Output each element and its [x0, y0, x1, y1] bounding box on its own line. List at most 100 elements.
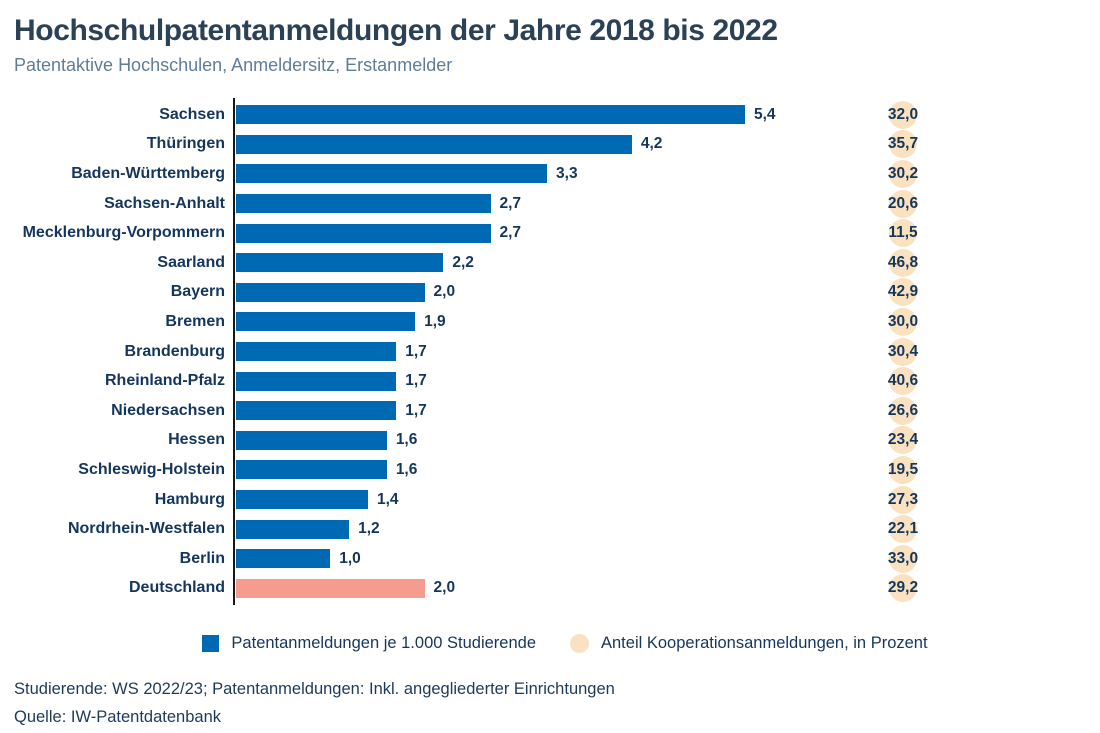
patent-bar	[236, 105, 745, 125]
chart-row: Mecklenburg-Vorpommern 2,7 11,5	[14, 218, 1086, 248]
legend-label-patents: Patentanmeldungen je 1.000 Studierende	[231, 633, 536, 652]
patent-bar	[236, 223, 491, 243]
coop-marker: 22,1	[887, 515, 919, 544]
coop-marker: 19,5	[887, 455, 919, 484]
coop-value: 42,9	[887, 283, 919, 301]
coop-value: 20,6	[887, 194, 919, 212]
patent-bar	[236, 430, 387, 450]
coop-value: 30,0	[887, 312, 919, 330]
row-label: Hamburg	[154, 490, 225, 508]
bar-chart: Sachsen 5,4 32,0 Thüringen 4,2 35,7 Bade…	[14, 98, 1086, 606]
coop-circle-icon	[889, 189, 917, 218]
patent-value: 1,2	[358, 520, 380, 538]
chart-row: Sachsen-Anhalt 2,7 20,6	[14, 189, 1086, 219]
patent-value: 1,6	[395, 431, 418, 449]
coop-value: 35,7	[887, 135, 919, 153]
footnote: Studierende: WS 2022/23; Patentanmeldung…	[14, 680, 615, 699]
coop-marker: 27,3	[887, 485, 919, 514]
peach-circle-icon	[570, 633, 589, 653]
coop-circle-icon	[889, 100, 917, 129]
coop-marker: 11,5	[888, 219, 918, 248]
row-label: Rheinland-Pfalz	[104, 372, 225, 390]
patent-value: 2,7	[499, 194, 522, 212]
row-label: Bremen	[165, 312, 225, 330]
chart-row: Thüringen 4,2 35,7	[14, 130, 1086, 160]
patent-bar	[236, 519, 350, 539]
patent-value: 1,7	[405, 372, 427, 390]
row-label: Schleswig-Holstein	[78, 460, 225, 478]
legend-item-patents: Patentanmeldungen je 1.000 Studierende	[202, 634, 536, 653]
coop-marker: 30,0	[887, 307, 919, 336]
chart-row: Niedersachsen 1,7 26,6	[14, 396, 1086, 426]
chart-row: Deutschland 2,0 29,2	[14, 574, 1086, 604]
coop-marker: 29,2	[887, 574, 919, 603]
row-label: Nordrhein-Westfalen	[67, 520, 225, 538]
patent-bar	[236, 134, 632, 154]
patent-bar	[236, 253, 444, 273]
coop-marker: 30,2	[888, 159, 918, 188]
chart-row: Bremen 1,9 30,0	[14, 307, 1086, 337]
page-subtitle: Patentaktive Hochschulen, Anmeldersitz, …	[14, 55, 453, 75]
coop-value: 33,0	[887, 549, 919, 567]
coop-value: 26,6	[887, 401, 919, 419]
coop-circle-icon	[889, 485, 917, 514]
patent-bar	[236, 578, 425, 598]
patent-value: 2,2	[452, 253, 474, 271]
row-label: Thüringen	[146, 135, 225, 153]
page-title: Hochschulpatentanmeldungen der Jahre 201…	[14, 14, 778, 47]
coop-marker: 30,4	[887, 337, 919, 366]
coop-circle-icon	[889, 307, 917, 336]
coop-value: 29,2	[887, 579, 919, 597]
coop-value: 23,4	[887, 431, 919, 449]
coop-marker: 23,4	[887, 426, 919, 455]
coop-circle-icon	[889, 426, 917, 455]
coop-marker: 46,8	[887, 248, 919, 277]
coop-circle-icon	[889, 515, 917, 544]
patent-value: 2,0	[433, 579, 456, 597]
patent-bar	[236, 460, 387, 480]
coop-marker: 40,6	[887, 367, 919, 396]
coop-value: 30,4	[887, 342, 919, 360]
legend-item-cooperation: Anteil Kooperationsanmeldungen, in Proze…	[570, 633, 928, 653]
chart-row: Sachsen 5,4 32,0	[14, 100, 1086, 130]
patent-bar	[236, 164, 548, 184]
coop-marker: 32,0	[888, 100, 918, 129]
coop-circle-icon	[889, 367, 917, 396]
coop-circle-icon	[889, 574, 917, 603]
coop-marker: 20,6	[887, 189, 919, 218]
coop-value: 19,5	[887, 460, 919, 478]
chart-row: Nordrhein-Westfalen 1,2 22,1	[14, 514, 1086, 544]
chart-row: Rheinland-Pfalz 1,7 40,6	[14, 366, 1086, 396]
patent-value: 4,2	[640, 135, 663, 153]
coop-value: 46,8	[887, 253, 919, 271]
chart-row: Hessen 1,6 23,4	[14, 426, 1086, 456]
patent-value: 3,3	[556, 164, 578, 182]
chart-row: Bayern 2,0 42,9	[14, 278, 1086, 308]
patent-value: 1,9	[424, 312, 446, 330]
patent-value: 5,4	[754, 105, 776, 123]
patent-bar	[236, 549, 331, 569]
blue-square-icon	[202, 634, 220, 652]
row-label: Niedersachsen	[111, 401, 225, 419]
chart-row: Baden-Württemberg 3,3 30,2	[14, 159, 1086, 189]
chart-row: Hamburg 1,4 27,3	[14, 485, 1086, 515]
row-label: Hessen	[168, 431, 225, 449]
chart-row: Schleswig-Holstein 1,6 19,5	[14, 455, 1086, 485]
patent-value: 1,6	[395, 460, 418, 478]
coop-value: 27,3	[887, 490, 919, 508]
patent-bar	[236, 401, 397, 421]
row-label: Sachsen	[159, 105, 225, 123]
patent-value: 1,4	[376, 490, 399, 508]
row-label: Deutschland	[128, 579, 225, 597]
patent-value: 1,7	[405, 401, 427, 419]
coop-circle-icon	[889, 544, 917, 573]
coop-value: 11,5	[888, 224, 918, 242]
coop-value: 22,1	[887, 520, 919, 538]
coop-marker: 33,0	[887, 544, 919, 573]
coop-circle-icon	[889, 337, 917, 366]
patent-bar	[236, 490, 368, 510]
coop-value: 40,6	[887, 372, 919, 390]
patent-bar	[236, 371, 397, 391]
patent-bar	[236, 342, 397, 362]
